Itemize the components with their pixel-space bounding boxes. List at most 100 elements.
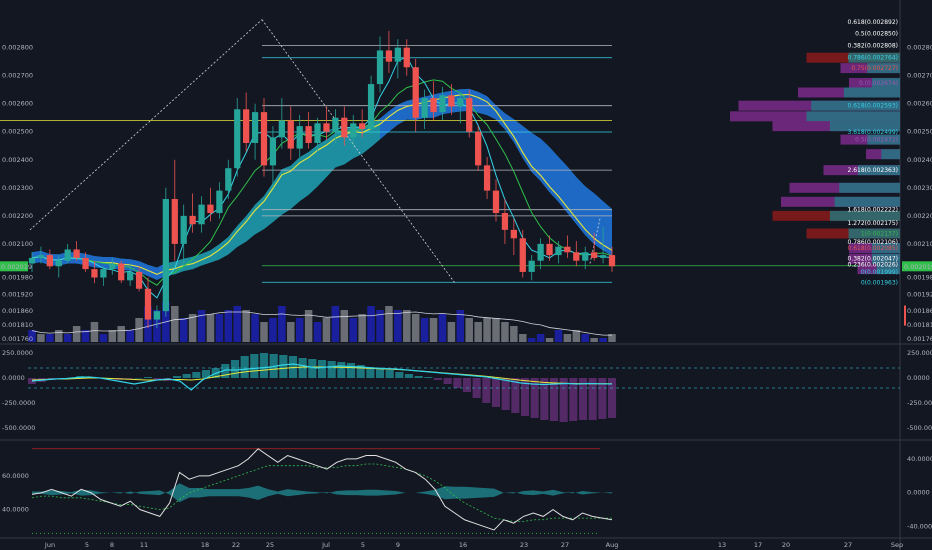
candle-body[interactable] bbox=[305, 126, 312, 143]
candle-body[interactable] bbox=[501, 213, 509, 230]
candle-body[interactable] bbox=[466, 98, 473, 132]
candle-body[interactable] bbox=[341, 117, 348, 138]
volume-profile-bar-inner bbox=[806, 111, 900, 122]
candle-body[interactable] bbox=[55, 260, 62, 267]
candle-body[interactable] bbox=[546, 243, 553, 256]
rsi-tick-label: 40.0000 bbox=[2, 506, 29, 514]
candle-body[interactable] bbox=[46, 255, 53, 267]
candle-body[interactable] bbox=[28, 257, 36, 264]
fib-label: 2.618(0.002363) bbox=[848, 167, 899, 174]
candle-body[interactable] bbox=[599, 255, 607, 258]
volume-bar bbox=[295, 318, 304, 342]
candle-body[interactable] bbox=[376, 50, 384, 85]
candle-body[interactable] bbox=[73, 249, 80, 258]
candle-body[interactable] bbox=[251, 112, 259, 143]
candle-body[interactable] bbox=[162, 199, 169, 312]
candle-body[interactable] bbox=[457, 98, 464, 107]
candle-body[interactable] bbox=[350, 123, 357, 138]
volume-profile-bar-inner bbox=[881, 149, 900, 160]
candles[interactable] bbox=[28, 30, 616, 328]
candle-body[interactable] bbox=[573, 252, 580, 261]
candle-body[interactable] bbox=[171, 199, 178, 244]
volume-bar bbox=[429, 318, 438, 342]
price-tick-label-left: 0.001810 bbox=[2, 321, 33, 329]
ma-yellow-line bbox=[31, 93, 613, 275]
candle-body[interactable] bbox=[510, 229, 517, 239]
time-tick-label: Jun bbox=[44, 541, 55, 549]
volume-bar bbox=[99, 334, 108, 342]
candle-body[interactable] bbox=[448, 95, 455, 107]
macd-tick-label: 250.0000 bbox=[907, 349, 932, 357]
candle-body[interactable] bbox=[555, 246, 562, 256]
candle-body[interactable] bbox=[64, 249, 71, 261]
candle-body[interactable] bbox=[403, 47, 410, 68]
candle-body[interactable] bbox=[537, 243, 544, 261]
volume-bar bbox=[46, 334, 54, 342]
macd-histogram-bar bbox=[240, 356, 249, 378]
candle-body[interactable] bbox=[278, 120, 285, 138]
candle-body[interactable] bbox=[296, 126, 303, 149]
candle-body[interactable] bbox=[385, 50, 393, 62]
macd-pane[interactable]: 250.0000 250.0000 0.0000 0.0000 -250.0000 -25… bbox=[2, 349, 932, 432]
rsi-pane[interactable]: 60.0000 40.0000 40.0000 0.0000 -40.0000 bbox=[2, 448, 932, 534]
volume-bar bbox=[554, 330, 563, 342]
candle-body[interactable] bbox=[234, 109, 241, 169]
fib-label: 0.75(0.002727) bbox=[851, 65, 898, 72]
volume-bar bbox=[456, 310, 465, 342]
candle-body[interactable] bbox=[198, 204, 205, 225]
candle-body[interactable] bbox=[189, 215, 196, 225]
candle-body[interactable] bbox=[216, 190, 223, 214]
candle-body[interactable] bbox=[269, 137, 277, 166]
candle-body[interactable] bbox=[118, 263, 125, 281]
candle-body[interactable] bbox=[260, 112, 268, 166]
candle-body[interactable] bbox=[135, 271, 143, 289]
candle-body[interactable] bbox=[332, 117, 339, 132]
candle-body[interactable] bbox=[439, 95, 446, 113]
candle-body[interactable] bbox=[582, 252, 589, 261]
candle-body[interactable] bbox=[394, 47, 401, 62]
candle-body[interactable] bbox=[243, 109, 250, 143]
candle-body[interactable] bbox=[492, 190, 500, 214]
candle-body[interactable] bbox=[82, 257, 89, 270]
time-tick-label: 18 bbox=[201, 541, 209, 549]
candle-body[interactable] bbox=[475, 131, 482, 166]
price-tick-label: 0.002300 bbox=[907, 184, 932, 192]
candle-body[interactable] bbox=[127, 271, 134, 281]
candle-body[interactable] bbox=[608, 255, 616, 267]
candle-body[interactable] bbox=[153, 311, 161, 320]
candle-body[interactable] bbox=[421, 98, 428, 118]
candle-body[interactable] bbox=[367, 84, 375, 129]
candle-body[interactable] bbox=[100, 269, 107, 278]
candle-body[interactable] bbox=[109, 263, 116, 270]
candle-body[interactable] bbox=[591, 252, 598, 258]
candle-body[interactable] bbox=[287, 120, 294, 149]
candle-body[interactable] bbox=[91, 269, 98, 278]
candle-body[interactable] bbox=[483, 165, 491, 191]
volume-profile-bar-inner bbox=[867, 134, 900, 145]
candle-body[interactable] bbox=[180, 215, 187, 244]
macd-histogram-bar bbox=[549, 378, 559, 421]
candle-body[interactable] bbox=[564, 246, 571, 253]
candle-body[interactable] bbox=[359, 123, 366, 129]
candle-body[interactable] bbox=[314, 123, 321, 143]
candle-body[interactable] bbox=[430, 98, 437, 113]
candle-body[interactable] bbox=[144, 288, 152, 320]
moving-averages bbox=[31, 56, 613, 299]
volume-profile-bar-inner bbox=[834, 196, 900, 207]
macd-histogram-bar bbox=[578, 378, 588, 420]
candle-body[interactable] bbox=[225, 168, 232, 191]
candle-body[interactable] bbox=[323, 123, 330, 132]
time-axis[interactable]: Jun 5 8 11 18 22 25 Jul 5 9 16 23 27 Aug 13 17 20 27 Sep bbox=[44, 541, 903, 549]
volume-bar bbox=[188, 314, 197, 342]
candle-body[interactable] bbox=[207, 204, 214, 214]
candle-body[interactable] bbox=[528, 260, 535, 272]
candle-body[interactable] bbox=[519, 238, 526, 272]
price-axis[interactable]: 0.002800 0.002800 0.002700 0.002700 0.002600… bbox=[2, 44, 932, 344]
candle-body[interactable] bbox=[412, 67, 419, 118]
candle-body[interactable] bbox=[37, 255, 45, 258]
fib-label: 0.(0.002674) bbox=[859, 80, 898, 87]
macd-histogram-bar bbox=[124, 378, 133, 379]
macd-histogram-bar bbox=[337, 362, 346, 378]
volume-bar bbox=[304, 310, 313, 342]
